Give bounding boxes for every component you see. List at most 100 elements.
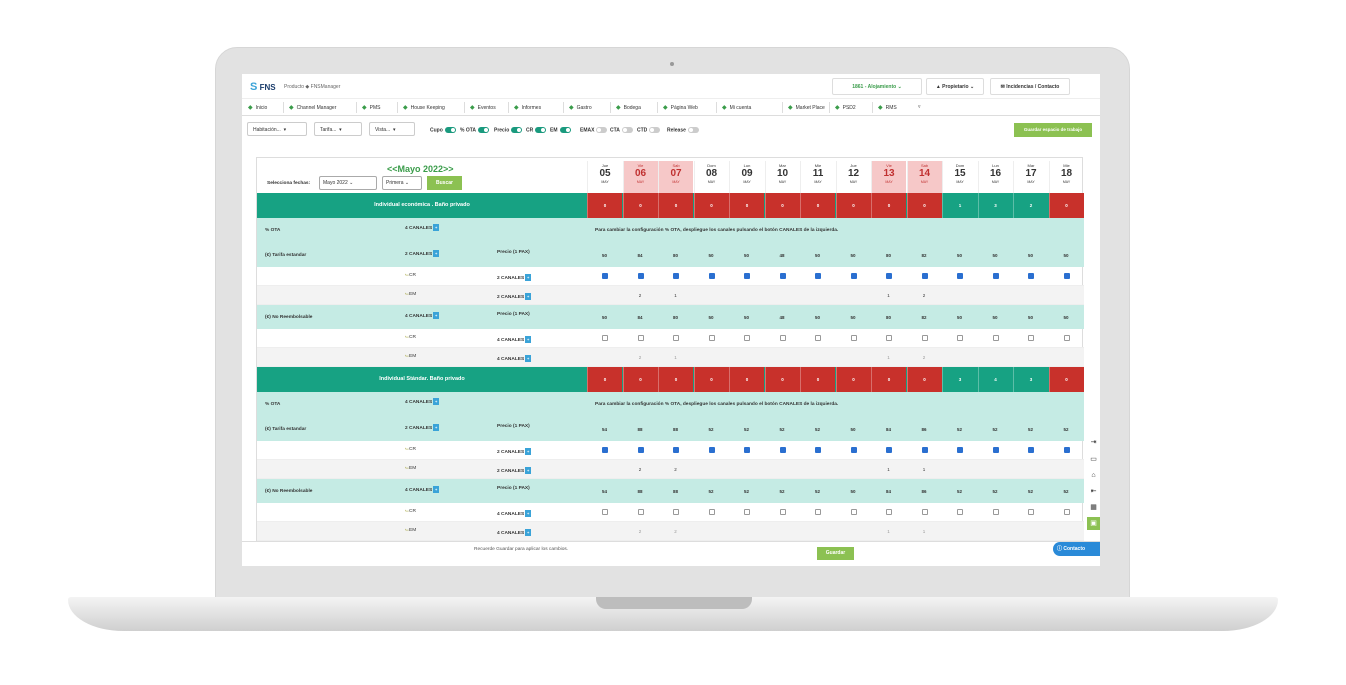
availability-cell[interactable]: 0 <box>835 193 871 218</box>
expand-icon[interactable]: + <box>525 274 532 281</box>
price-cell[interactable]: 50 <box>601 253 607 258</box>
price-cell[interactable]: 52 <box>814 427 820 432</box>
toggle-switch[interactable] <box>444 127 456 133</box>
price-cell[interactable]: 52 <box>743 489 749 494</box>
availability-cell[interactable]: 0 <box>693 367 729 392</box>
em-cell[interactable]: 1 <box>887 467 890 472</box>
toggle-switch[interactable] <box>687 127 699 133</box>
ota-channels-button[interactable]: 4 CANALES + <box>405 398 440 405</box>
rate-filter[interactable]: Tarifa... ▾ <box>314 122 362 136</box>
checkbox[interactable] <box>744 335 750 341</box>
price-cell[interactable]: 88 <box>672 427 678 432</box>
availability-cell[interactable]: 0 <box>729 367 764 392</box>
em-cell[interactable]: 1 <box>887 529 890 534</box>
availability-cell[interactable]: 0 <box>587 193 622 218</box>
checkbox[interactable] <box>957 509 963 515</box>
channel-channels-button[interactable]: 2 CANALES + <box>497 293 532 300</box>
menu-item-12[interactable]: ◆ RMS <box>878 104 897 112</box>
toggle-switch[interactable] <box>621 127 633 133</box>
price-cell[interactable]: 50 <box>814 253 820 258</box>
checkbox[interactable] <box>992 273 999 279</box>
availability-cell[interactable]: 0 <box>871 193 906 218</box>
price-cell[interactable]: 48 <box>779 315 785 320</box>
price-cell[interactable]: 52 <box>992 427 998 432</box>
price-cell[interactable]: 54 <box>601 489 607 494</box>
price-cell[interactable]: 48 <box>779 253 785 258</box>
checkbox[interactable] <box>779 509 786 515</box>
price-cell[interactable]: 84 <box>885 489 891 494</box>
save-icon[interactable]: ▣ <box>1087 517 1100 530</box>
checkbox[interactable] <box>673 335 679 341</box>
property-select[interactable]: 1861 - Alojamiento ⌄ <box>832 78 922 95</box>
checkbox[interactable] <box>850 273 857 279</box>
checkbox[interactable] <box>1028 273 1034 279</box>
expand-icon[interactable]: + <box>433 486 440 493</box>
room-filter[interactable]: Habitación... ▾ <box>247 122 307 136</box>
expand-icon[interactable]: + <box>525 529 532 536</box>
availability-cell[interactable]: 3 <box>942 367 977 392</box>
checkbox[interactable] <box>637 447 644 453</box>
price-cell[interactable]: 82 <box>921 253 927 258</box>
checkbox[interactable] <box>779 447 786 453</box>
availability-cell[interactable]: 0 <box>764 367 800 392</box>
role-select[interactable]: ▲ Propietario ⌄ <box>926 78 984 95</box>
checkbox[interactable] <box>1028 509 1034 515</box>
em-cell[interactable]: 1 <box>887 355 890 360</box>
price-cell[interactable]: 52 <box>779 489 785 494</box>
contact-button[interactable]: ⓘ Contacto <box>1053 542 1100 556</box>
price-cell[interactable]: 50 <box>708 315 714 320</box>
availability-cell[interactable]: 2 <box>1013 193 1048 218</box>
checkbox[interactable] <box>602 273 608 279</box>
checkbox[interactable] <box>637 273 644 279</box>
view-filter[interactable]: Vista... ▾ <box>369 122 415 136</box>
ota-channels-button[interactable]: 4 CANALES + <box>405 224 440 231</box>
price-cell[interactable]: 86 <box>921 427 927 432</box>
availability-cell[interactable]: 0 <box>729 193 764 218</box>
checkbox[interactable] <box>1063 509 1070 515</box>
checkbox[interactable] <box>921 447 928 453</box>
availability-cell[interactable]: 3 <box>977 193 1013 218</box>
menu-item-10[interactable]: ◆ Market Place <box>788 104 825 112</box>
price-cell[interactable]: 80 <box>885 253 891 258</box>
price-cell[interactable]: 50 <box>992 253 998 258</box>
checkbox[interactable] <box>708 447 715 453</box>
rate-channels-button[interactable]: 2 CANALES + <box>405 424 440 431</box>
price-cell[interactable]: 52 <box>1063 427 1069 432</box>
checkbox[interactable] <box>886 273 892 279</box>
expand-icon[interactable]: + <box>525 510 532 517</box>
price-cell[interactable]: 52 <box>708 489 714 494</box>
price-cell[interactable]: 52 <box>1027 427 1033 432</box>
availability-cell[interactable]: 0 <box>800 367 835 392</box>
availability-cell[interactable]: 0 <box>658 193 693 218</box>
price-cell[interactable]: 86 <box>921 489 927 494</box>
rate-channels-button[interactable]: 4 CANALES + <box>405 312 440 319</box>
checkbox[interactable] <box>708 335 715 341</box>
price-cell[interactable]: 54 <box>601 427 607 432</box>
bed-icon[interactable]: ▭ <box>1090 456 1097 463</box>
menu-item-9[interactable]: ◆ Mi cuenta <box>722 104 751 112</box>
price-cell[interactable]: 50 <box>601 315 607 320</box>
rate-channels-button[interactable]: 2 CANALES + <box>405 250 440 257</box>
checkbox[interactable] <box>1028 335 1034 341</box>
em-cell[interactable]: 1 <box>674 355 677 360</box>
price-cell[interactable]: 50 <box>992 315 998 320</box>
checkbox[interactable] <box>850 335 857 341</box>
login-icon[interactable]: ⇥ <box>1090 439 1097 446</box>
checkbox[interactable] <box>673 273 679 279</box>
expand-icon[interactable]: + <box>433 398 440 405</box>
month-title[interactable]: <<Mayo 2022>> <box>387 164 454 174</box>
menu-item-11[interactable]: ◆ PSD2 <box>835 104 856 112</box>
expand-icon[interactable]: + <box>433 424 440 431</box>
toggle-1[interactable]: % OTA <box>460 127 490 133</box>
checkbox[interactable] <box>957 447 963 453</box>
checkbox[interactable] <box>602 509 608 515</box>
checkbox[interactable] <box>992 447 999 453</box>
price-cell[interactable]: 80 <box>672 253 678 258</box>
toggle-switch[interactable] <box>478 127 490 133</box>
toggle-switch[interactable] <box>649 127 661 133</box>
menu-item-8[interactable]: ◆ Página Web <box>663 104 698 112</box>
toggle-switch[interactable] <box>535 127 547 133</box>
price-cell[interactable]: 88 <box>637 489 643 494</box>
checkbox[interactable] <box>1063 335 1070 341</box>
toggle-4[interactable]: EM <box>550 127 571 133</box>
